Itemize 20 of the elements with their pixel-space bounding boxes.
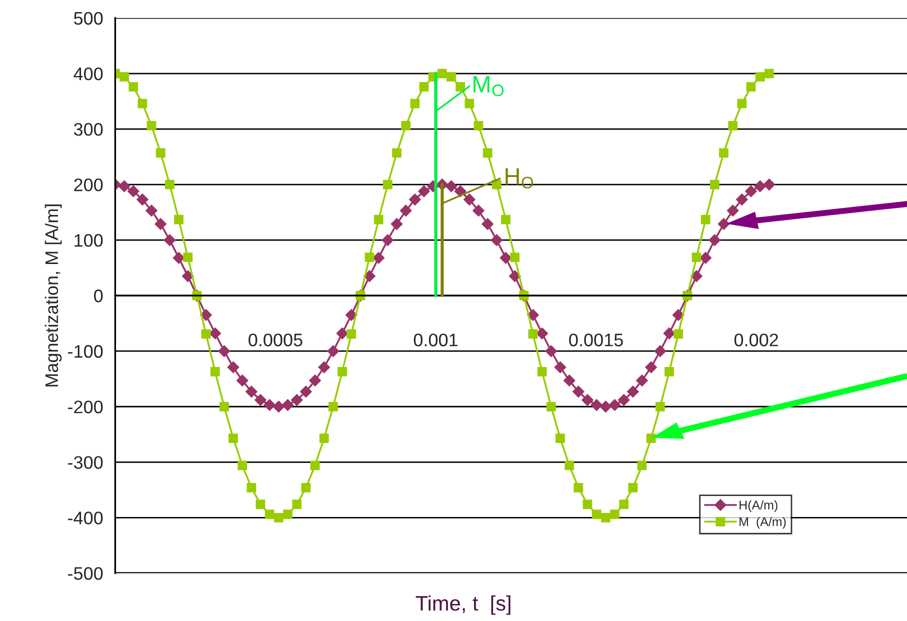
y-tick-label: 300 (74, 122, 103, 136)
y-tick-label: -100 (68, 345, 103, 358)
legend-label: M (A/m) (740, 516, 786, 529)
x-tick-label: 0.001 (414, 334, 458, 346)
y-tick-label: 100 (74, 234, 103, 247)
y-tick-label: 0 (94, 290, 103, 302)
y-tick-label: -500 (68, 567, 103, 580)
y-tick-label: 200 (74, 178, 103, 192)
y-tick-label: -300 (68, 456, 103, 469)
x-tick-label: 0.0015 (569, 334, 623, 346)
x-tick-label: 0.0005 (248, 334, 302, 346)
annotation: M$_{O}$ (474, 76, 504, 96)
y-tick-label: 500 (74, 12, 103, 25)
y-axis-title: Magnetization, M [A/m] (44, 204, 62, 386)
y-tick-label: 400 (74, 67, 103, 80)
x-tick-label: 0.002 (734, 334, 778, 346)
y-tick-label: -400 (68, 512, 103, 524)
y-tick-label: -200 (68, 400, 103, 414)
x-axis-title: Time, t [s] (416, 595, 510, 615)
legend-label: H(A/m) (740, 500, 778, 512)
